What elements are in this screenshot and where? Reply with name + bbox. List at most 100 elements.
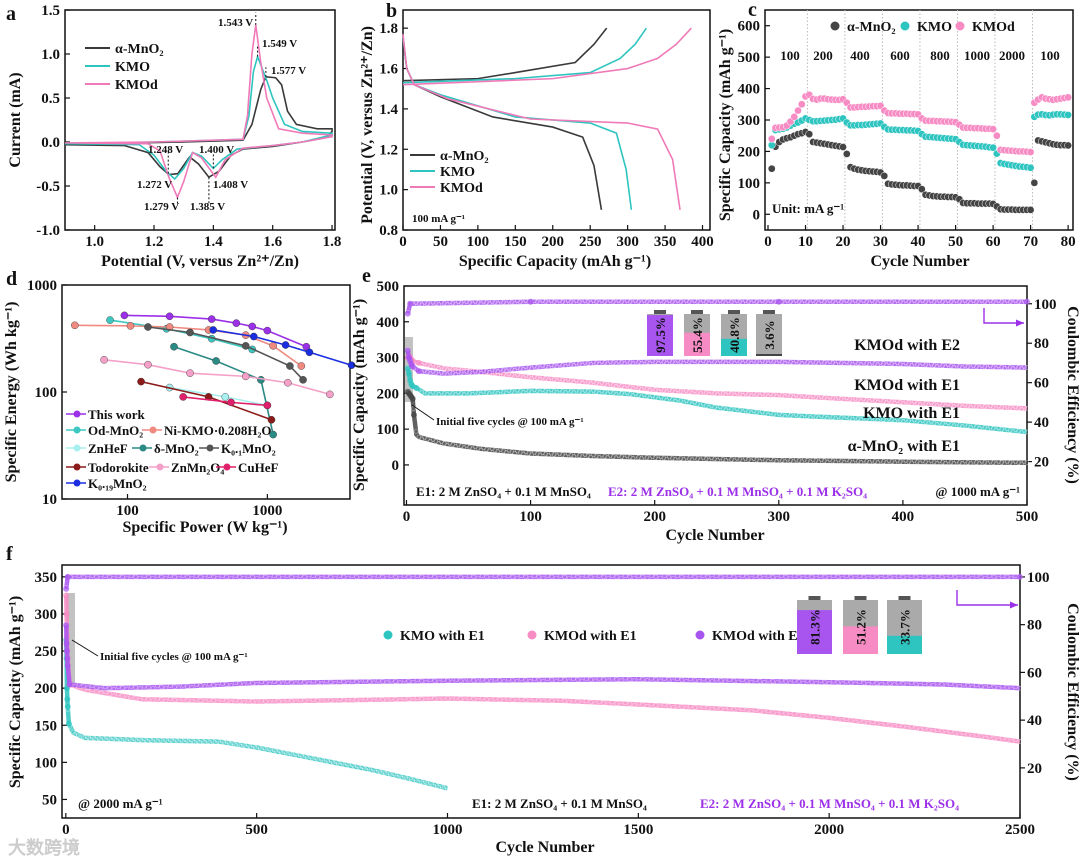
- data-point: [553, 678, 559, 684]
- data-point: [816, 415, 821, 421]
- data-point: [822, 679, 828, 685]
- legend-label: KMO: [917, 20, 952, 35]
- data-point: [639, 360, 644, 366]
- data-point: [212, 357, 220, 365]
- data-point: [990, 299, 996, 305]
- data-point: [768, 456, 774, 462]
- data-point: [852, 575, 858, 581]
- data-point: [783, 574, 789, 580]
- data-point: [796, 712, 802, 718]
- legend-marker: [73, 410, 81, 418]
- data-point: [518, 366, 523, 371]
- x-tick-label: 60: [986, 234, 1001, 250]
- data-point: [852, 298, 858, 303]
- data-point: [89, 683, 95, 688]
- data-point: [766, 573, 771, 579]
- data-point: [1000, 573, 1005, 579]
- data-point: [957, 575, 962, 581]
- x-tick-label: 1.2: [145, 234, 164, 250]
- data-point: [560, 299, 565, 305]
- data-point: [805, 458, 810, 463]
- data-point: [920, 418, 926, 424]
- data-point: [546, 389, 551, 395]
- data-point: [760, 358, 765, 363]
- data-point: [900, 401, 906, 406]
- data-point: [982, 364, 988, 370]
- y-tick-label: 1.0: [41, 47, 60, 63]
- data-point: [630, 361, 636, 366]
- data-point: [881, 417, 886, 422]
- data-point: [540, 363, 546, 368]
- data-point: [909, 573, 914, 579]
- data-point: [519, 573, 524, 579]
- data-point: [464, 299, 470, 304]
- data-point: [245, 679, 251, 685]
- legend-item: α-MnO₂: [410, 149, 489, 164]
- data-point: [529, 452, 534, 458]
- data-point: [896, 722, 901, 728]
- data-point: [563, 363, 568, 369]
- data-point: [137, 686, 143, 691]
- data-point: [930, 729, 936, 734]
- data-point: [836, 395, 841, 400]
- data-point: [822, 574, 828, 580]
- data-point: [315, 574, 320, 580]
- data-point: [970, 575, 975, 581]
- data-point: [618, 678, 624, 683]
- data-point: [698, 300, 703, 306]
- legend-item: KMOd with E2: [695, 629, 805, 644]
- data-point: [350, 573, 355, 579]
- data-point: [492, 389, 498, 395]
- data-point: [540, 699, 546, 704]
- y-tick-label: 10: [42, 492, 57, 508]
- data-point: [133, 695, 138, 701]
- data-point: [540, 575, 546, 581]
- legend-label: This work: [88, 407, 145, 422]
- data-point: [133, 685, 138, 690]
- data-point: [793, 412, 799, 417]
- data-point: [376, 678, 381, 683]
- data-point: [765, 360, 771, 366]
- data-point: [959, 461, 965, 466]
- x-tick-label: 150: [504, 234, 527, 250]
- data-point: [189, 685, 195, 690]
- data-point: [481, 299, 487, 304]
- data-point: [649, 675, 654, 681]
- data-point: [616, 453, 622, 458]
- y2-tick-label: 80: [1034, 336, 1049, 352]
- current-density-note: 100 mA g⁻¹: [412, 213, 465, 225]
- data-point: [574, 387, 579, 393]
- y-tick-label: 200: [738, 144, 761, 160]
- panel-label: b: [386, 0, 397, 22]
- data-point: [519, 676, 524, 682]
- data-point: [807, 361, 813, 366]
- data-point: [337, 696, 342, 702]
- data-point: [106, 316, 114, 324]
- data-point: [636, 299, 641, 305]
- data-point: [560, 362, 565, 368]
- data-point: [865, 721, 871, 726]
- data-point: [943, 575, 949, 581]
- x-tick-label: 0: [403, 509, 411, 525]
- data-point: [667, 454, 672, 460]
- legend-label: α-MnO₂: [440, 149, 489, 164]
- data-point: [689, 390, 695, 396]
- data-point: [594, 380, 599, 386]
- data-point: [622, 361, 627, 366]
- data-point: [520, 300, 526, 306]
- data-point: [563, 379, 568, 384]
- data-point: [588, 300, 593, 306]
- data-point: [935, 727, 940, 732]
- data-point: [757, 458, 762, 464]
- data-point: [827, 413, 833, 419]
- data-point: [354, 697, 359, 703]
- data-point: [931, 401, 937, 407]
- data-point: [900, 574, 906, 580]
- data-point: [988, 424, 993, 430]
- initial-cycles-highlight: [66, 593, 75, 683]
- data-point: [797, 100, 806, 109]
- data-point: [883, 400, 889, 405]
- data-point: [467, 677, 472, 682]
- data-point: [945, 362, 951, 367]
- data-point: [1016, 299, 1021, 305]
